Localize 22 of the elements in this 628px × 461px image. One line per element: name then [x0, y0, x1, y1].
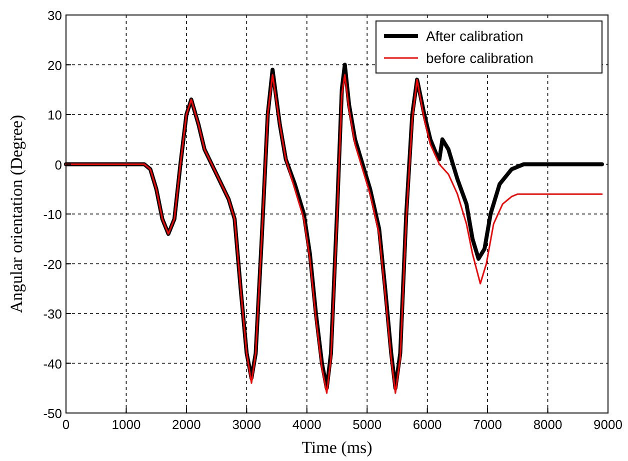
- x-tick-label: 5000: [352, 417, 382, 432]
- x-tick-label: 4000: [292, 417, 322, 432]
- x-tick-label: 8000: [533, 417, 562, 432]
- y-tick-label: 30: [48, 8, 62, 23]
- x-tick-label: 1000: [112, 417, 141, 432]
- x-tick-label: 3000: [232, 417, 262, 432]
- y-tick-label: -50: [43, 406, 62, 421]
- y-tick-label: -10: [43, 207, 62, 222]
- x-axis-title: Time (ms): [302, 438, 372, 457]
- legend-label: After calibration: [426, 28, 524, 44]
- y-tick-label: 10: [48, 108, 62, 122]
- y-tick-label: 0: [54, 157, 62, 172]
- y-tick-label: -20: [43, 256, 62, 272]
- y-tick-label: -30: [43, 306, 62, 322]
- y-tick-label: 20: [48, 58, 62, 73]
- y-tick-label: -40: [43, 356, 62, 372]
- legend-label: before calibration: [426, 50, 534, 66]
- x-tick-label: 6000: [412, 417, 442, 432]
- x-tick-label: 2000: [172, 417, 201, 432]
- x-tick-label: 7000: [473, 417, 502, 432]
- x-tick-label: 9000: [594, 417, 622, 432]
- y-axis-title: Angular orientation (Degree): [7, 114, 26, 314]
